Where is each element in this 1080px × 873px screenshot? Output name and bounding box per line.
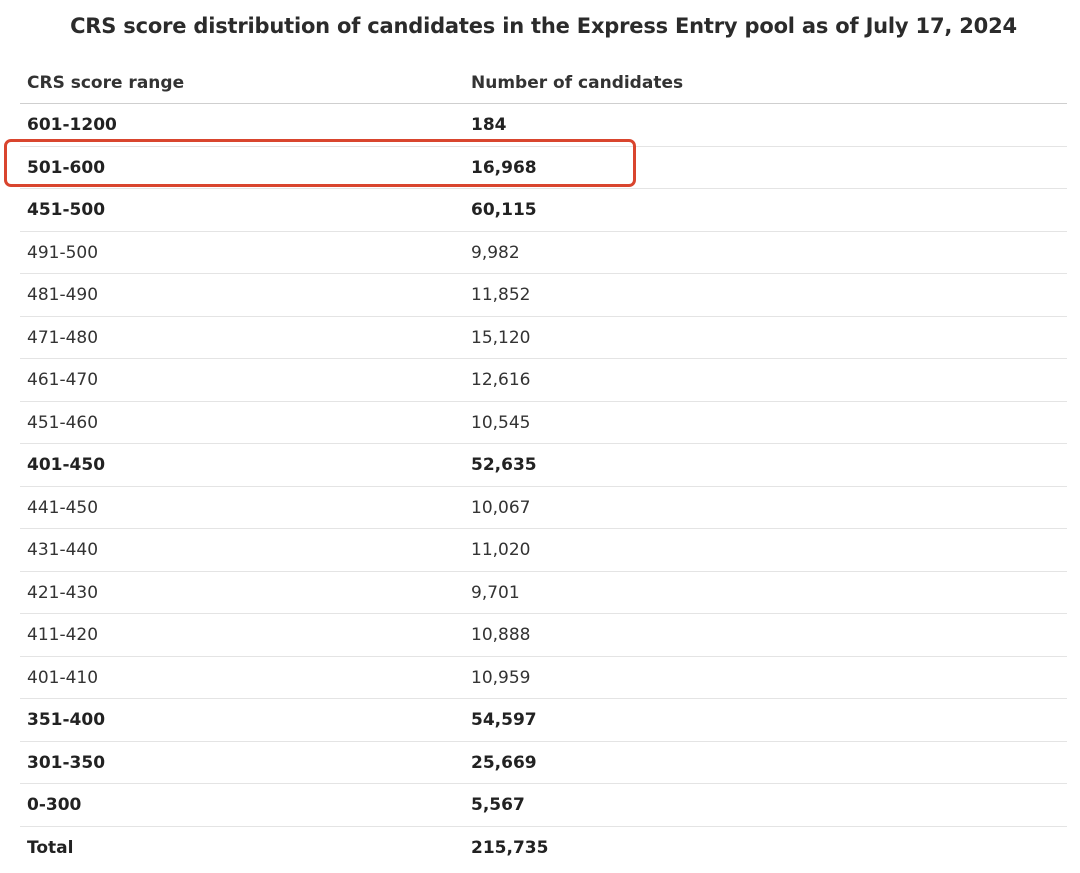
candidate-count-cell: 15,120 xyxy=(471,327,531,348)
table-row: 451-460 10,545 xyxy=(20,402,1067,444)
candidate-count-cell: 52,635 xyxy=(471,455,537,475)
score-range-cell: 411-420 xyxy=(27,625,99,645)
candidate-count-cell: 10,067 xyxy=(471,497,531,518)
candidate-count-cell: 9,701 xyxy=(471,582,520,603)
table-row: Total 215,735 xyxy=(20,827,1067,869)
table-row: 501-600 16,968 xyxy=(20,147,1067,189)
table-row: 481-490 11,852 xyxy=(20,274,1067,317)
table-row: 0-300 5,567 xyxy=(20,784,1067,827)
candidate-count-cell: 5,567 xyxy=(471,795,525,815)
candidate-count-cell: 10,545 xyxy=(471,412,531,433)
table-header: CRS score range Number of candidates xyxy=(20,62,1067,104)
score-range-cell: 401-450 xyxy=(27,455,106,475)
table-row: 301-350 25,669 xyxy=(20,742,1067,784)
score-range-cell: 601-1200 xyxy=(27,115,117,135)
table-row: 441-450 10,067 xyxy=(20,487,1067,529)
table-row: 401-450 52,635 xyxy=(20,444,1067,487)
score-range-cell: 351-400 xyxy=(27,710,106,730)
score-range-cell: 441-450 xyxy=(27,497,99,518)
score-range-cell: 451-460 xyxy=(27,412,99,433)
score-range-cell: 481-490 xyxy=(27,285,99,305)
candidate-count-cell: 9,982 xyxy=(471,242,520,263)
table-row: 461-470 12,616 xyxy=(20,359,1067,402)
score-range-cell: 421-430 xyxy=(27,582,99,603)
table-row: 431-440 11,020 xyxy=(20,529,1067,572)
score-range-cell: 471-480 xyxy=(27,327,99,348)
table-row: 471-480 15,120 xyxy=(20,317,1067,359)
score-range-cell: 461-470 xyxy=(27,370,99,390)
score-range-cell: 431-440 xyxy=(27,540,99,560)
score-range-cell: 301-350 xyxy=(27,752,106,773)
header-score-range: CRS score range xyxy=(27,73,185,93)
crs-distribution-table: CRS score range Number of candidates 601… xyxy=(20,62,1067,868)
header-number-of-candidates: Number of candidates xyxy=(471,73,684,93)
score-range-cell: 501-600 xyxy=(27,157,106,178)
table-row: 451-500 60,115 xyxy=(20,189,1067,232)
table-body: 601-1200 184 501-600 16,968 451-500 60,115 491… xyxy=(20,104,1067,868)
candidate-count-cell: 16,968 xyxy=(471,157,537,178)
candidate-count-cell: 11,020 xyxy=(471,540,531,560)
score-range-cell: 0-300 xyxy=(27,795,82,815)
candidate-count-cell: 10,888 xyxy=(471,625,531,645)
score-range-cell: Total xyxy=(27,837,74,858)
score-range-cell: 491-500 xyxy=(27,242,99,263)
score-range-cell: 401-410 xyxy=(27,667,99,688)
table-row: 411-420 10,888 xyxy=(20,614,1067,657)
table-row: 421-430 9,701 xyxy=(20,572,1067,614)
candidate-count-cell: 215,735 xyxy=(471,837,549,858)
candidate-count-cell: 25,669 xyxy=(471,752,537,773)
candidate-count-cell: 12,616 xyxy=(471,370,531,390)
candidate-count-cell: 184 xyxy=(471,115,507,135)
table-row: 601-1200 184 xyxy=(20,104,1067,147)
candidate-count-cell: 10,959 xyxy=(471,667,531,688)
table-row: 401-410 10,959 xyxy=(20,657,1067,699)
table-row: 351-400 54,597 xyxy=(20,699,1067,742)
candidate-count-cell: 11,852 xyxy=(471,285,531,305)
candidate-count-cell: 54,597 xyxy=(471,710,537,730)
table-row: 491-500 9,982 xyxy=(20,232,1067,274)
score-range-cell: 451-500 xyxy=(27,200,106,220)
candidate-count-cell: 60,115 xyxy=(471,200,537,220)
page-title: CRS score distribution of candidates in … xyxy=(70,14,1017,38)
